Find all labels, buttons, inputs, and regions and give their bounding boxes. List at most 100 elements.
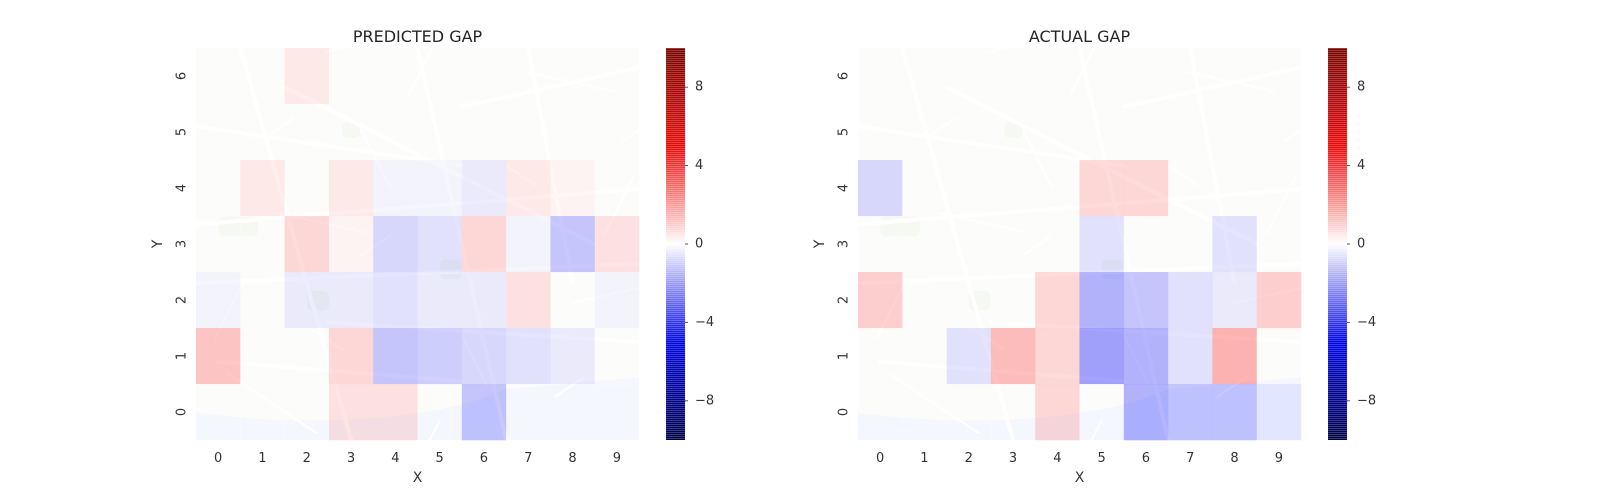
heatmap-cell-x2-y4 [946, 160, 992, 217]
colorbar-tick-label: 8 [695, 80, 703, 95]
heatmap-cell-x6-y5 [1123, 104, 1169, 161]
heatmap-cell-x9-y5 [1256, 104, 1302, 161]
heatmap-cell-x0-y5 [858, 104, 903, 161]
x-axis-label: X [413, 470, 423, 486]
heatmap-cell-x2-y6 [946, 48, 992, 105]
heatmap-cell-x0-y1 [858, 328, 903, 385]
heatmap-cell-x6-y1 [461, 328, 507, 385]
x-tick-label: 7 [524, 451, 532, 466]
heatmap-cells [858, 48, 1302, 441]
heatmap-cell-x1-y5 [240, 104, 285, 161]
y-tick-label: 1 [175, 352, 190, 360]
heatmap-cell-x5-y1 [417, 328, 463, 385]
y-axis-label: Y [150, 239, 166, 249]
heatmap-cell-x8-y1 [1212, 328, 1257, 385]
heatmap-cell-x9-y2 [1256, 272, 1302, 329]
heatmap-cell-x3-y5 [328, 104, 374, 161]
colorbar-tick-label: 4 [695, 158, 703, 173]
heatmap-cell-x3-y3 [328, 216, 374, 273]
heatmap-cell-x4-y3 [1035, 216, 1080, 273]
heatmap-cell-x3-y1 [328, 328, 374, 385]
x-tick-label: 6 [480, 451, 488, 466]
heatmap-cell-x6-y6 [1123, 48, 1169, 105]
heatmap-cell-x8-y3 [1212, 216, 1257, 273]
heatmap-cell-x3-y3 [990, 216, 1036, 273]
x-tick-label: 5 [1098, 451, 1106, 466]
heatmap-cell-x2-y3 [284, 216, 330, 273]
y-axis-label: Y [812, 239, 828, 249]
heatmap-cell-x9-y4 [594, 160, 640, 217]
heatmap-cell-x6-y2 [1123, 272, 1169, 329]
heatmap-cell-x3-y4 [328, 160, 374, 217]
heatmap-cell-x0-y5 [196, 104, 241, 161]
heatmap-cell-x2-y0 [946, 384, 992, 441]
heatmap-cell-x0-y2 [858, 272, 903, 329]
heatmap-cell-x6-y3 [461, 216, 507, 273]
heatmap-cell-x5-y5 [417, 104, 463, 161]
colorbar-tick-label: −8 [1357, 393, 1376, 408]
heatmap-cell-x6-y0 [461, 384, 507, 441]
heatmap-cell-x8-y2 [550, 272, 595, 329]
heatmap-cell-x0-y0 [858, 384, 903, 441]
heatmap-cell-x0-y4 [858, 160, 903, 217]
heatmap-cell-x1-y1 [902, 328, 947, 385]
heatmap-cell-x5-y6 [417, 48, 463, 105]
heatmap-cell-x8-y6 [550, 48, 595, 105]
heatmap-cell-x0-y3 [858, 216, 903, 273]
heatmap-cell-x4-y2 [1035, 272, 1080, 329]
heatmap-cell-x2-y6 [284, 48, 330, 105]
heatmap-cell-x5-y4 [417, 160, 463, 217]
x-tick-label: 3 [347, 451, 355, 466]
colorbar-tick-label: 8 [1357, 80, 1365, 95]
heatmap-cell-x7-y0 [506, 384, 551, 441]
heatmap-cell-x9-y1 [1256, 328, 1302, 385]
heatmap-cell-x4-y1 [373, 328, 418, 385]
heatmap-cell-x1-y1 [240, 328, 285, 385]
heatmap-cell-x3-y4 [990, 160, 1036, 217]
heatmap-cell-x9-y3 [1256, 216, 1302, 273]
y-tick-label: 0 [837, 408, 852, 416]
heatmap-cell-x0-y1 [196, 328, 241, 385]
heatmap-cell-x1-y4 [240, 160, 285, 217]
heatmap-cell-x3-y1 [990, 328, 1036, 385]
heatmap-cell-x9-y3 [594, 216, 640, 273]
heatmap-cell-x1-y0 [240, 384, 285, 441]
heatmap-cell-x9-y4 [1256, 160, 1302, 217]
heatmap-cell-x4-y0 [373, 384, 418, 441]
heatmap-cell-x4-y1 [1035, 328, 1080, 385]
heatmap-cell-x5-y5 [1079, 104, 1125, 161]
heatmap-cell-x7-y6 [506, 48, 551, 105]
x-tick-label: 0 [214, 451, 222, 466]
heatmap-cell-x0-y0 [196, 384, 241, 441]
heatmap-cell-x7-y5 [1168, 104, 1213, 161]
heatmap-cell-x8-y2 [1212, 272, 1257, 329]
heatmap-cell-x1-y2 [902, 272, 947, 329]
heatmap-cell-x6-y3 [1123, 216, 1169, 273]
heatmap-cell-x1-y5 [902, 104, 947, 161]
heatmap-cell-x8-y6 [1212, 48, 1257, 105]
heatmap-cell-x9-y1 [594, 328, 640, 385]
x-tick-label: 0 [876, 451, 884, 466]
y-tick-label: 4 [837, 184, 852, 192]
heatmap-cells [196, 48, 640, 441]
y-tick-label: 5 [175, 128, 190, 136]
heatmap-cell-x4-y5 [373, 104, 418, 161]
heatmap-cell-x7-y1 [506, 328, 551, 385]
heatmap-cell-x8-y5 [1212, 104, 1257, 161]
y-tick-label: 1 [837, 352, 852, 360]
heatmap-cell-x7-y2 [506, 272, 551, 329]
y-tick-label: 6 [837, 72, 852, 80]
heatmap-cell-x4-y4 [1035, 160, 1080, 217]
heatmap-cell-x4-y2 [373, 272, 418, 329]
heatmap-cell-x7-y3 [506, 216, 551, 273]
y-tick-label: 0 [175, 408, 190, 416]
heatmap-cell-x3-y5 [990, 104, 1036, 161]
colorbar-tick-label: −4 [1357, 315, 1376, 330]
heatmap-cell-x3-y0 [328, 384, 374, 441]
heatmap-cell-x9-y2 [594, 272, 640, 329]
heatmap-cell-x6-y1 [1123, 328, 1169, 385]
heatmap-cell-x1-y0 [902, 384, 947, 441]
y-tick-label: 3 [837, 240, 852, 248]
heatmap-cell-x3-y6 [328, 48, 374, 105]
